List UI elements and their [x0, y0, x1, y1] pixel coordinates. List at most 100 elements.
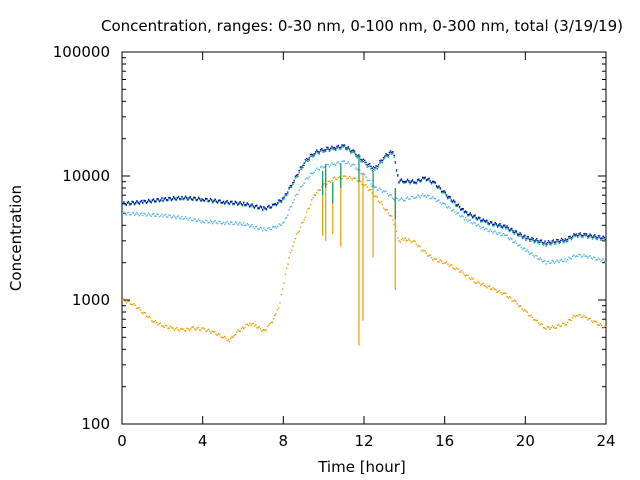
data-point: [246, 202, 248, 204]
data-point: [456, 267, 458, 269]
data-point: [397, 175, 399, 177]
data-point: [416, 179, 419, 181]
data-point: [487, 230, 489, 233]
data-point: [184, 196, 187, 198]
data-point: [571, 255, 574, 258]
data-point: [549, 241, 551, 243]
data-point: [448, 265, 450, 267]
data-point: [123, 298, 125, 300]
data-point: [190, 328, 192, 330]
data-point: [351, 149, 353, 152]
data-point: [578, 233, 580, 235]
data-point: [387, 154, 390, 156]
data-point: [588, 236, 590, 239]
data-point: [290, 184, 293, 187]
data-point: [129, 214, 131, 216]
data-point: [574, 315, 576, 318]
data-point: [563, 242, 565, 244]
data-point: [338, 163, 341, 165]
data-point: [149, 317, 152, 319]
data-point: [347, 147, 350, 150]
data-point: [601, 259, 603, 261]
data-point: [152, 198, 155, 200]
data-point: [156, 198, 158, 200]
data-point: [604, 240, 607, 242]
data-point: [595, 237, 597, 240]
data-point: [342, 144, 344, 146]
data-point: [437, 186, 439, 188]
data-point: [419, 180, 421, 182]
data-point: [385, 153, 387, 155]
data-point: [510, 297, 512, 299]
data-point: [130, 214, 132, 216]
data-point: [588, 318, 590, 320]
data-point: [477, 217, 480, 220]
data-point: [522, 237, 525, 239]
data-point: [177, 195, 180, 198]
data-point: [398, 240, 400, 242]
data-point: [137, 213, 139, 216]
data-point: [263, 207, 265, 209]
data-point: [531, 252, 533, 254]
data-point: [282, 222, 284, 224]
data-point: [348, 148, 351, 150]
data-point: [221, 202, 224, 205]
data-point: [403, 180, 405, 183]
data-point: [573, 314, 575, 317]
data-point: [487, 222, 489, 224]
data-point: [471, 216, 474, 218]
data-point: [391, 153, 393, 155]
data-point: [527, 251, 530, 253]
data-point: [221, 336, 223, 338]
data-point: [162, 199, 164, 202]
data-point: [471, 277, 473, 279]
data-point: [560, 258, 563, 261]
data-point: [498, 231, 500, 234]
data-point: [162, 200, 164, 203]
data-point: [554, 327, 556, 329]
data-point: [598, 236, 601, 239]
data-point: [399, 198, 401, 201]
data-point: [294, 237, 297, 240]
data-point: [392, 198, 395, 200]
data-point: [218, 220, 220, 223]
data-point: [557, 240, 559, 243]
data-point: [524, 247, 526, 250]
data-point: [443, 190, 445, 192]
data-point: [232, 336, 234, 339]
data-point: [584, 316, 586, 318]
data-point: [564, 239, 566, 242]
data-point: [197, 197, 200, 199]
data-point: [439, 188, 442, 191]
data-point: [563, 260, 565, 263]
data-point: [164, 213, 167, 216]
data-point: [126, 202, 129, 204]
data-point: [180, 218, 182, 220]
data-point: [489, 222, 492, 224]
data-point: [420, 180, 423, 182]
data-point: [580, 236, 583, 238]
data-point: [562, 240, 564, 243]
data-point: [443, 202, 445, 205]
data-point: [481, 283, 483, 286]
data-point: [423, 177, 425, 179]
data-point: [137, 307, 139, 309]
data-point: [247, 204, 250, 206]
data-point: [371, 192, 373, 194]
data-point: [178, 197, 181, 200]
data-point: [424, 250, 426, 253]
data-point: [551, 242, 553, 244]
data-point: [218, 200, 220, 202]
data-point: [390, 194, 392, 196]
data-point: [299, 168, 302, 170]
data-point: [292, 183, 294, 186]
data-point: [543, 260, 545, 263]
data-point: [452, 200, 455, 203]
data-point: [519, 305, 521, 307]
data-point: [304, 161, 307, 163]
data-point: [348, 163, 351, 165]
data-point: [430, 183, 433, 185]
data-point: [500, 292, 502, 294]
data-point: [257, 327, 259, 329]
data-point: [466, 219, 468, 221]
